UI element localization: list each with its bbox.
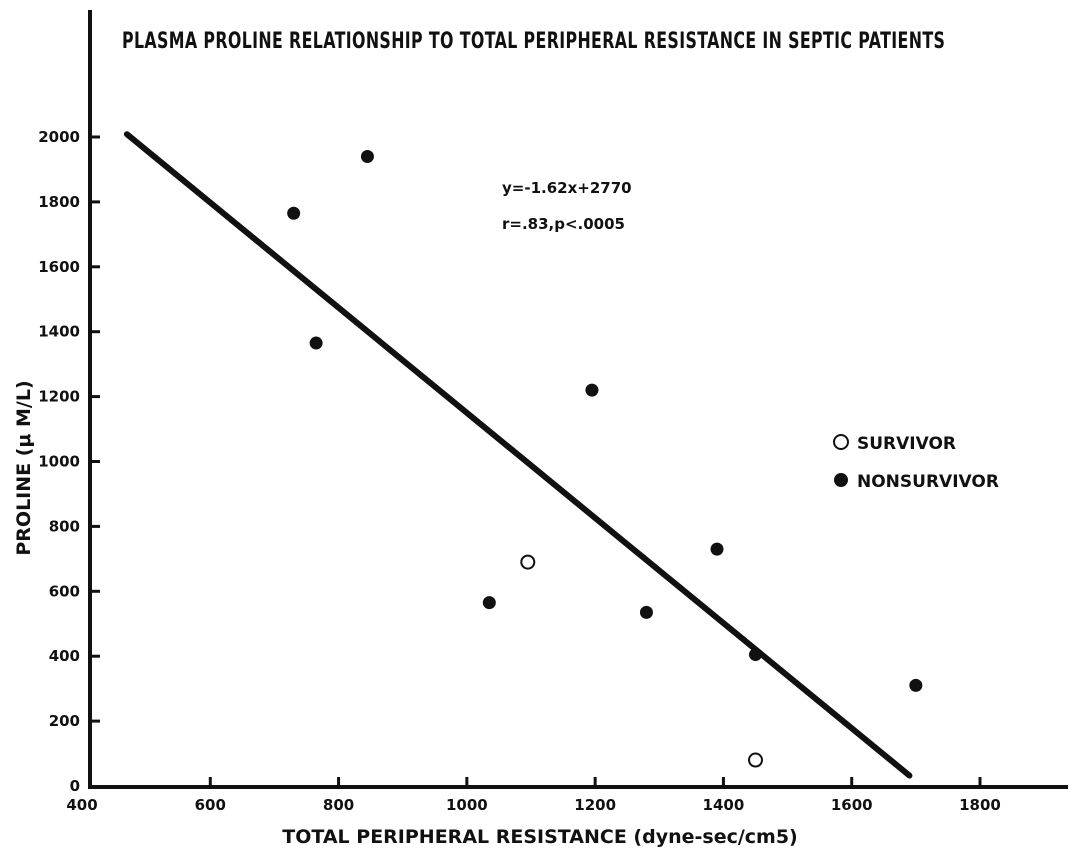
nonsurvivor-point [639, 605, 653, 619]
survivor-point [748, 752, 763, 768]
nonsurvivor-point [482, 596, 496, 610]
x-tick-label: 400 [66, 796, 97, 814]
y-tick-label: 1600 [38, 258, 80, 276]
x-tick-label: 1600 [831, 796, 873, 814]
legend-survivor-label: SURVIVOR [857, 434, 956, 454]
x-tick-label: 1400 [703, 796, 745, 814]
legend: SURVIVOR NONSURVIVOR [833, 434, 999, 492]
legend-nonsurvivor-label: NONSURVIVOR [857, 472, 999, 492]
legend-nonsurvivor-marker [834, 473, 848, 487]
x-axis-label: TOTAL PERIPHERAL RESISTANCE (dyne-sec/cm… [282, 826, 798, 848]
y-tick-label: 600 [49, 582, 80, 600]
regression-stats: r=.83,p<.0005 [502, 215, 625, 233]
x-axis-ticks: 400 600 800 1000 1200 1400 1600 1800 [66, 777, 1001, 814]
nonsurvivor-point [360, 149, 374, 163]
axes [88, 10, 1068, 789]
regression-line [123, 131, 913, 779]
chart-title: PLASMA PROLINE RELATIONSHIP TO TOTAL PER… [122, 27, 945, 53]
x-tick-label: 800 [323, 796, 354, 814]
regression-equation: y=-1.62x+2770 [502, 179, 632, 197]
y-tick-label: 0 [70, 777, 80, 795]
x-tick-label: 600 [195, 796, 226, 814]
nonsurvivor-point [909, 678, 923, 692]
y-tick-label: 1400 [38, 323, 80, 341]
y-tick-label: 400 [49, 647, 80, 665]
legend-survivor-marker [833, 434, 849, 450]
x-tick-label: 1000 [446, 796, 488, 814]
y-tick-label: 1800 [38, 193, 80, 211]
y-tick-label: 2000 [38, 128, 80, 146]
y-tick-label: 800 [49, 517, 80, 535]
nonsurvivor-point [309, 336, 323, 350]
y-tick-label: 1200 [38, 388, 80, 406]
x-tick-label: 1800 [959, 796, 1001, 814]
y-tick-label: 200 [49, 712, 80, 730]
survivor-point [520, 554, 536, 570]
nonsurvivor-point [585, 383, 599, 397]
nonsurvivor-point [287, 206, 301, 220]
nonsurvivor-point [710, 542, 724, 556]
data-points [287, 149, 923, 768]
x-tick-label: 1200 [574, 796, 616, 814]
y-axis-label: PROLINE (μ M/L) [13, 380, 35, 555]
y-axis-ticks: 0 200 400 600 800 1000 1200 1400 1600 1800 2000 [38, 128, 100, 795]
nonsurvivor-point [749, 648, 762, 662]
y-tick-label: 1000 [38, 453, 80, 471]
